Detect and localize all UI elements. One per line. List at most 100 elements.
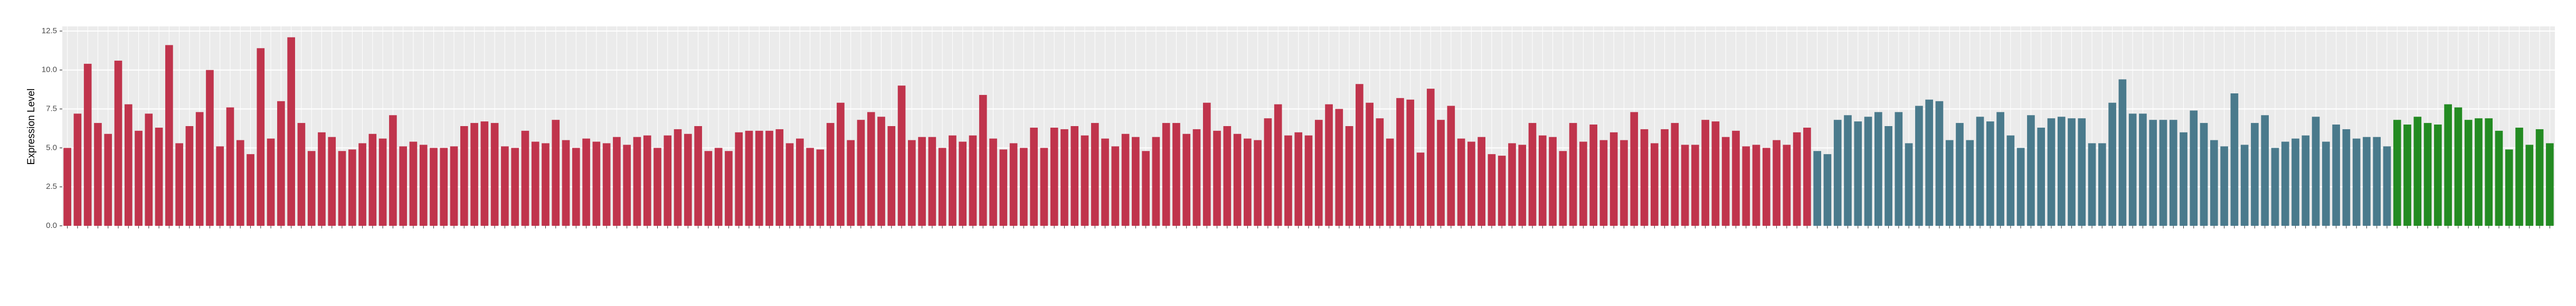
bar [897, 85, 906, 226]
bar [1294, 132, 1303, 226]
bar [1833, 120, 1842, 226]
bar [1620, 140, 1628, 226]
bar [2423, 123, 2432, 226]
bar [195, 112, 204, 226]
bar [847, 140, 855, 226]
bar [490, 123, 499, 226]
bar [572, 148, 580, 226]
bar [2047, 118, 2056, 226]
bar [2230, 93, 2239, 226]
bar [2169, 120, 2177, 226]
bar [226, 107, 234, 226]
bar [908, 140, 916, 226]
bar [1284, 135, 1292, 226]
bar [562, 140, 570, 226]
bar [430, 148, 438, 226]
bar [1671, 123, 1679, 226]
bar [755, 130, 763, 226]
bar [1244, 138, 1252, 226]
bar [664, 135, 672, 226]
bar [531, 141, 539, 226]
bar [2149, 120, 2157, 226]
bar [1742, 146, 1750, 226]
bar [1060, 129, 1068, 226]
bar [1773, 140, 1781, 226]
bar [714, 148, 723, 226]
bar [2128, 113, 2137, 226]
bar [2464, 120, 2473, 226]
bar [2403, 125, 2411, 226]
bar [1823, 154, 1832, 226]
bar [602, 143, 611, 226]
bar [2098, 143, 2106, 226]
bar [2088, 143, 2096, 226]
y-tick-label: 10.0 [42, 65, 57, 74]
bar [247, 154, 254, 226]
bar [175, 143, 183, 226]
bar [2057, 117, 2066, 226]
bar [318, 132, 326, 226]
bar [654, 148, 661, 226]
bar [1691, 145, 1699, 226]
bar [216, 146, 224, 226]
bar [1152, 137, 1160, 226]
bar [348, 149, 356, 226]
bar [1864, 117, 1872, 226]
bar [1915, 106, 1923, 226]
bar [1569, 123, 1577, 226]
bar [1803, 127, 1811, 226]
bar [2139, 113, 2147, 226]
bar [419, 145, 428, 226]
bar [1681, 145, 1689, 226]
bar [104, 133, 112, 226]
bar [2363, 137, 2371, 226]
bar [145, 113, 153, 226]
bar [1101, 138, 1109, 226]
bar [1589, 125, 1597, 226]
bar [2159, 120, 2167, 226]
bar [1020, 148, 1028, 226]
bar [1996, 112, 2004, 226]
bar [450, 146, 458, 226]
bar [1762, 148, 1770, 226]
bar [1966, 140, 1974, 226]
bar [1009, 143, 1018, 226]
bar [1081, 135, 1089, 226]
bar [511, 148, 519, 226]
bar [1304, 135, 1313, 226]
bar [745, 130, 753, 226]
bar [1325, 104, 1333, 226]
bar [1314, 120, 1323, 226]
bar [2210, 140, 2218, 226]
bar [338, 151, 346, 226]
bar [1202, 102, 1211, 226]
bar [2525, 145, 2534, 226]
bar [94, 123, 102, 226]
bar [1050, 127, 1058, 226]
bar [2515, 127, 2523, 226]
bar [135, 130, 143, 226]
y-tick-label: 2.5 [46, 182, 57, 191]
bar [470, 123, 478, 226]
bar [2444, 104, 2452, 226]
bar [592, 141, 601, 226]
bar [582, 138, 590, 226]
bar [684, 133, 692, 226]
bar [1925, 99, 1934, 226]
bar [857, 120, 865, 226]
bar [969, 135, 977, 226]
bar [1376, 118, 1384, 226]
bar [257, 48, 265, 226]
bar [2200, 123, 2208, 226]
bar [206, 70, 214, 226]
bar [1538, 135, 1547, 226]
bar [613, 137, 621, 226]
bar [460, 126, 468, 226]
bar [389, 115, 397, 226]
bar [267, 138, 275, 226]
bar [2485, 118, 2493, 226]
bar [277, 101, 285, 226]
bar [1264, 118, 1272, 226]
bar [2261, 115, 2269, 226]
bar [1192, 129, 1201, 226]
